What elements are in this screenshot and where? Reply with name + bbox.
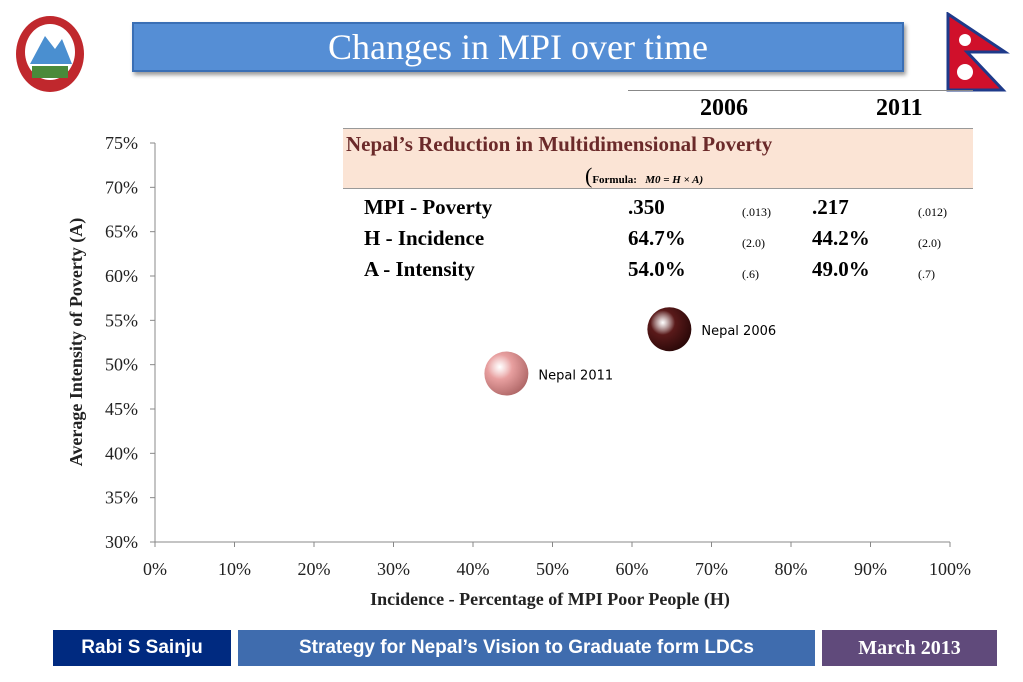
x-tick-label: 10% xyxy=(218,559,251,579)
data-point-bubble xyxy=(647,307,692,352)
table-se-2011: (.7) xyxy=(918,267,935,281)
table-se-2011: (2.0) xyxy=(918,236,941,250)
y-tick-label: 45% xyxy=(105,399,138,419)
x-tick-label: 50% xyxy=(536,559,569,579)
table-se-2011: (.012) xyxy=(918,205,947,219)
table-heading: Nepal’s Reduction in Multidimensional Po… xyxy=(346,132,773,156)
data-point-label: Nepal 2006 xyxy=(701,324,776,339)
table-heading-band xyxy=(343,128,973,189)
x-tick-label: 0% xyxy=(143,559,167,579)
table-row-label: A - Intensity xyxy=(364,257,475,281)
y-axis-label: Average Intensity of Poverty (A) xyxy=(66,218,87,467)
x-tick-label: 30% xyxy=(377,559,410,579)
x-tick-label: 70% xyxy=(695,559,728,579)
y-tick-label: 65% xyxy=(105,222,138,242)
table-se-2006: (.013) xyxy=(742,205,771,219)
x-tick-label: 100% xyxy=(929,559,971,579)
x-tick-label: 90% xyxy=(854,559,887,579)
formula: (Formula: M0 = H × A) xyxy=(585,163,704,188)
footer-date: March 2013 xyxy=(822,630,997,666)
table-value-2006: .350 xyxy=(628,195,665,219)
y-tick-label: 30% xyxy=(105,532,138,552)
year-2006-header: 2006 xyxy=(700,95,748,121)
table-row-label: MPI - Poverty xyxy=(364,195,493,219)
y-tick-label: 35% xyxy=(105,488,138,508)
nepal-flag-icon xyxy=(945,11,1015,92)
table-value-2011: 44.2% xyxy=(812,226,870,250)
table-se-2006: (.6) xyxy=(742,267,759,281)
x-tick-label: 80% xyxy=(775,559,808,579)
formula-text: M0 = H × A) xyxy=(645,174,704,186)
footer-author: Rabi S Sainju xyxy=(53,630,231,666)
x-tick-label: 20% xyxy=(298,559,331,579)
y-tick-label: 50% xyxy=(105,355,138,375)
data-point-bubble xyxy=(484,351,529,396)
x-axis-label: Incidence - Percentage of MPI Poor Peopl… xyxy=(370,589,730,610)
slide-title: Changes in MPI over time xyxy=(132,22,904,72)
y-tick-label: 70% xyxy=(105,177,138,197)
x-tick-label: 60% xyxy=(616,559,649,579)
y-tick-label: 40% xyxy=(105,443,138,463)
table-se-2006: (2.0) xyxy=(742,236,765,250)
year-2011-header: 2011 xyxy=(876,95,923,121)
formula-prefix: Formula: xyxy=(592,174,637,186)
table-value-2011: 49.0% xyxy=(812,257,870,281)
table-value-2011: .217 xyxy=(812,195,849,219)
nepal-emblem-logo xyxy=(10,14,90,94)
table-value-2006: 54.0% xyxy=(628,257,686,281)
x-tick-label: 40% xyxy=(457,559,490,579)
y-tick-label: 55% xyxy=(105,310,138,330)
footer-subtitle: Strategy for Nepal’s Vision to Graduate … xyxy=(238,630,815,666)
y-tick-label: 75% xyxy=(105,133,138,153)
table-value-2006: 64.7% xyxy=(628,226,686,250)
y-tick-label: 60% xyxy=(105,266,138,286)
table-row-label: H - Incidence xyxy=(364,226,485,250)
data-point-label: Nepal 2011 xyxy=(538,369,613,384)
table-header-rule xyxy=(628,90,973,91)
